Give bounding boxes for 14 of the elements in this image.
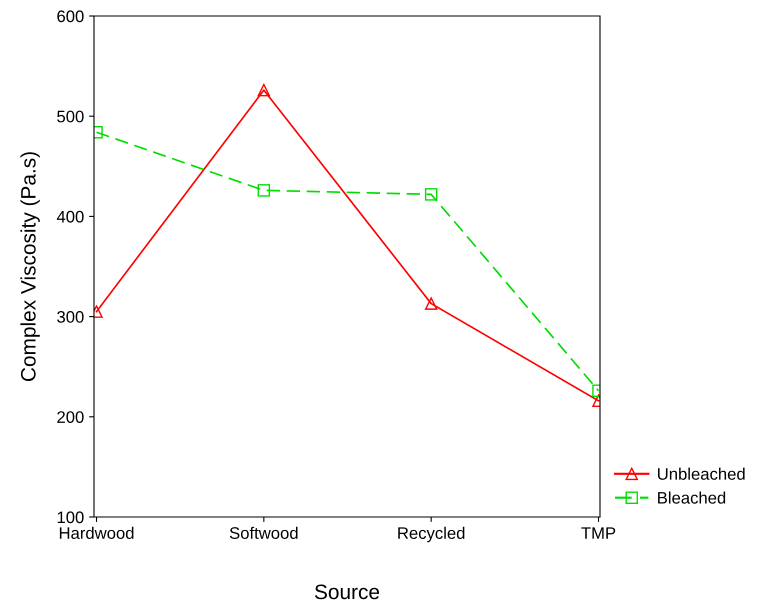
x-tick-label: TMP (581, 527, 616, 539)
y-tick-label: 300 (57, 311, 84, 323)
y-tick-label: 100 (58, 511, 84, 524)
y-axis-title: Complex Viscosity (Pa.s) (20, 152, 40, 382)
x-axis-title: Source (314, 584, 380, 600)
legend-label: Unbleached (658, 468, 745, 480)
y-tick-label: 600 (57, 10, 84, 22)
y-tick-label: 200 (57, 411, 84, 424)
x-tick-label: Softwood (230, 526, 298, 539)
y-tick-label: 400 (56, 210, 84, 223)
x-tick-label: Recycled (398, 526, 464, 542)
y-tick-label: 500 (57, 110, 84, 122)
legend-label: Bleached (658, 491, 726, 504)
x-tick-label: Hardwood (60, 526, 134, 539)
